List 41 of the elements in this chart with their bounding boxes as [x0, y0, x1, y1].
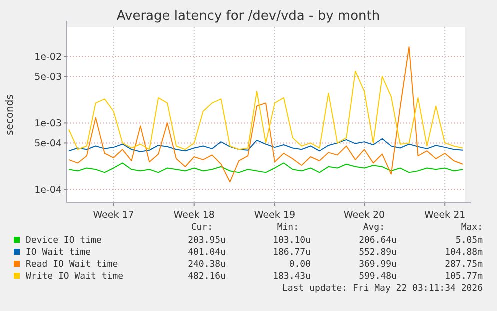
- text: Cur:: [191, 223, 213, 233]
- text: 186.77u: [273, 248, 311, 258]
- text: 203.95u: [188, 236, 226, 246]
- text: 369.99u: [359, 260, 397, 270]
- y-tick-label: 1e-04: [34, 185, 62, 196]
- text: 103.10u: [273, 236, 311, 246]
- text: 5.05m: [456, 236, 483, 246]
- text: Max:: [461, 223, 483, 233]
- text: 0.00: [289, 260, 311, 270]
- legend-label: IO Wait time: [26, 248, 92, 258]
- text: Last update: Fri May 22 03:11:34 2026: [282, 284, 483, 294]
- x-tick-label: Week 17: [93, 210, 134, 221]
- text: 104.88m: [445, 248, 483, 258]
- legend-label: Write IO Wait time: [26, 272, 124, 282]
- x-tick-label: Week 19: [254, 210, 296, 221]
- text: 599.48u: [359, 272, 397, 282]
- line-series: [68, 162, 464, 174]
- y-tick-label: 5e-04: [34, 138, 62, 150]
- y-axis-title: seconds: [5, 94, 16, 136]
- chart-title: Average latency for /dev/vda - by month: [116, 9, 380, 24]
- text: Min:: [277, 223, 299, 233]
- x-tick-label: Week 20: [344, 210, 386, 221]
- x-tick-label: Week 18: [174, 210, 215, 221]
- y-tick-label: 1e-03: [34, 118, 62, 130]
- text: 105.77m: [445, 272, 483, 282]
- text: 287.75m: [445, 260, 483, 270]
- line-series: [68, 138, 464, 152]
- y-tick-label: 1e-02: [34, 52, 62, 64]
- legend-label: Device IO time: [26, 236, 102, 246]
- text: 552.89u: [359, 248, 397, 258]
- text: 240.38u: [188, 260, 226, 270]
- line-series: [68, 70, 464, 150]
- legend-label: Read IO Wait time: [26, 260, 118, 270]
- text: 206.64u: [359, 236, 397, 246]
- text: 401.04u: [188, 248, 226, 258]
- text: Avg:: [363, 223, 385, 233]
- text: 482.16u: [188, 272, 226, 282]
- y-tick-label: 5e-03: [34, 72, 62, 84]
- line-series: [68, 46, 464, 183]
- text: 183.43u: [273, 272, 311, 282]
- x-tick-label: Week 21: [424, 210, 466, 221]
